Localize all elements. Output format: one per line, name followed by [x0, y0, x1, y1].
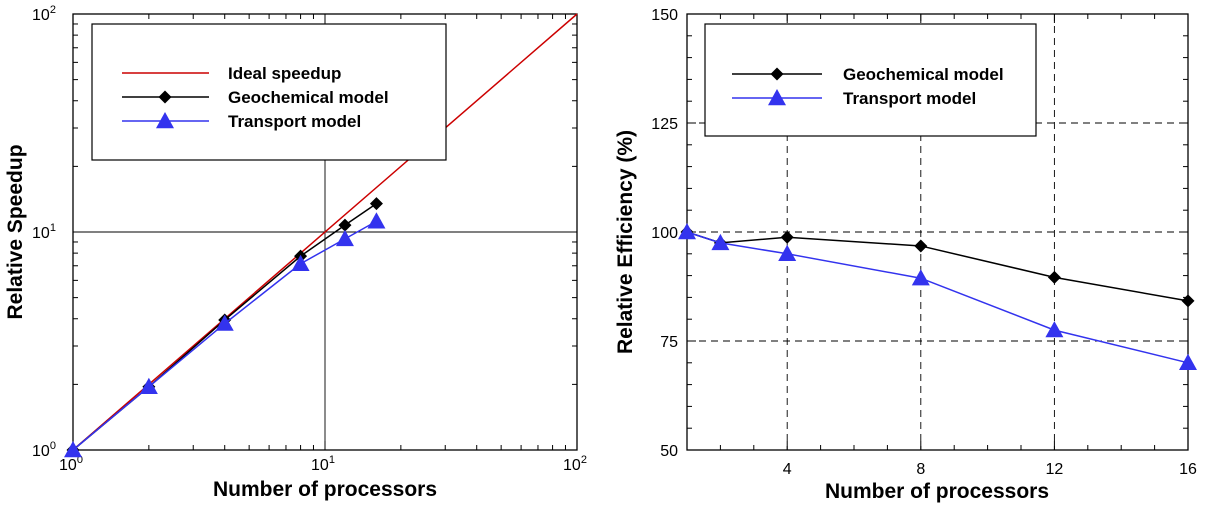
x-tick-label: 101 — [311, 454, 335, 474]
y-tick-label: 75 — [660, 334, 678, 351]
x-tick-exponent: 1 — [329, 454, 335, 466]
legend-box — [704, 23, 1037, 137]
x-tick-label: 100 — [59, 454, 83, 474]
data-point — [367, 212, 386, 229]
data-point — [1045, 321, 1064, 338]
y-axis-title: Relative Speedup — [4, 144, 27, 319]
y-tick-label: 125 — [651, 116, 678, 133]
y-tick-label: 101 — [32, 222, 56, 242]
series-line-2 — [72, 220, 377, 451]
data-point — [139, 377, 158, 394]
data-point — [914, 239, 928, 253]
legend-label: Transport model — [843, 89, 976, 108]
legend-marker — [156, 112, 174, 129]
y-tick-label: 100 — [651, 225, 678, 242]
legend-label: Transport model — [228, 112, 361, 131]
y-tick-exponent: 1 — [50, 222, 56, 234]
data-point — [64, 441, 82, 458]
x-tick-label: 4 — [783, 461, 792, 478]
x-tick-label: 8 — [916, 461, 925, 478]
series-line-1 — [686, 231, 1189, 364]
legend-label: Geochemical model — [843, 65, 1004, 84]
series-line-0 — [686, 231, 1189, 302]
x-tick-label: 102 — [563, 454, 587, 474]
legend-label: Geochemical model — [228, 88, 389, 107]
data-point — [338, 218, 352, 232]
data-point — [1047, 270, 1061, 284]
y-tick-exponent: 2 — [50, 4, 56, 16]
x-tick-base: 10 — [563, 457, 581, 474]
legend-marker — [158, 90, 172, 104]
y-tick-label: 150 — [651, 7, 678, 24]
data-point — [291, 254, 310, 271]
x-tick-label: 16 — [1179, 461, 1197, 478]
y-tick-base: 10 — [32, 225, 50, 242]
data-point — [369, 197, 383, 211]
y-tick-label: 100 — [32, 440, 56, 460]
x-axis-title: Number of processors — [213, 478, 437, 501]
y-tick-label: 50 — [660, 443, 678, 460]
x-tick-base: 10 — [311, 457, 329, 474]
data-point — [1181, 294, 1195, 308]
data-point — [335, 229, 354, 247]
y-tick-base: 10 — [32, 443, 50, 460]
legend: Ideal speedup Geochemical model Transport … — [91, 23, 447, 161]
data-point — [780, 230, 794, 244]
legend-box — [91, 23, 447, 161]
y-tick-base: 10 — [32, 7, 50, 24]
x-axis-title: Number of processors — [825, 480, 1049, 503]
legend-label: Ideal speedup — [228, 64, 341, 83]
data-point — [678, 223, 696, 240]
series-line-0 — [72, 13, 578, 451]
y-tick-exponent: 0 — [50, 440, 56, 452]
plot-frame — [72, 13, 578, 451]
y-axis-title: Relative Efficiency (%) — [614, 130, 637, 354]
x-tick-label: 12 — [1046, 461, 1064, 478]
data-point — [911, 269, 930, 286]
data-point — [1179, 353, 1197, 370]
x-tick-exponent: 0 — [77, 454, 83, 466]
y-tick-label: 102 — [32, 4, 56, 24]
legend-marker — [770, 67, 784, 81]
legend: Geochemical model Transport model — [704, 23, 1037, 137]
x-tick-exponent: 2 — [581, 454, 587, 466]
data-point — [711, 233, 730, 251]
data-point — [215, 314, 234, 331]
x-tick-base: 10 — [59, 457, 77, 474]
legend-marker — [768, 89, 786, 106]
data-point — [778, 244, 797, 261]
efficiency-chart: 4 8 12 16 50 75 100 125 150 Number of processors R… — [614, 7, 1197, 503]
